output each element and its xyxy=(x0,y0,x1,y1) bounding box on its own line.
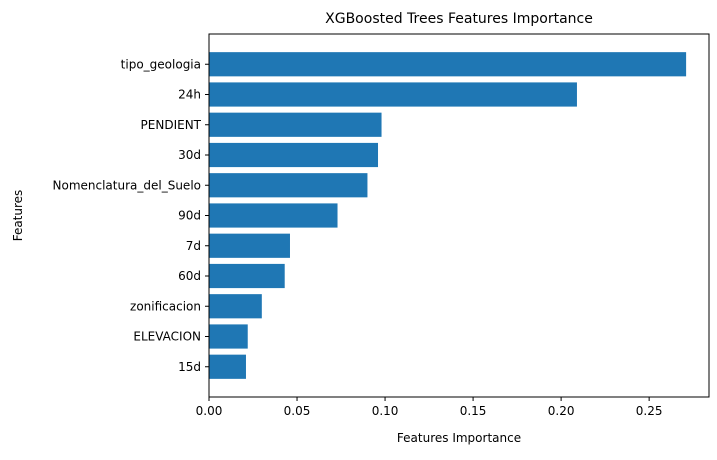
x-axis-ticks: 0.00 0.05 0.10 0.15 0.20 0.25 xyxy=(196,397,663,418)
y-tick-label: 90d xyxy=(178,209,201,223)
y-tick-label: Nomenclatura_del_Suelo xyxy=(53,178,202,192)
bar-90d xyxy=(209,203,338,228)
x-tick-label: 0.05 xyxy=(284,404,311,418)
x-tick-label: 0.15 xyxy=(460,404,487,418)
x-tick-label: 0.00 xyxy=(196,404,223,418)
bar-60d xyxy=(209,263,285,289)
y-tick-label: PENDIENT xyxy=(141,118,202,132)
bar-tipo_geologia xyxy=(209,52,687,77)
bar-zonificacion xyxy=(209,294,262,319)
bar-PENDIENT xyxy=(209,112,382,137)
x-axis-label: Features Importance xyxy=(397,431,521,445)
x-tick-label: 0.10 xyxy=(372,404,399,418)
bar-24h xyxy=(209,82,577,107)
bar-7d xyxy=(209,233,290,258)
y-tick-label: 30d xyxy=(178,148,201,162)
x-tick-label: 0.20 xyxy=(548,404,575,418)
bar-Nomenclatura_del_Suelo xyxy=(209,173,368,198)
plot-frame xyxy=(208,33,710,398)
y-tick-label: zonificacion xyxy=(130,299,201,313)
y-axis-label: Features xyxy=(11,190,25,242)
y-tick-label: 60d xyxy=(178,269,201,283)
x-tick-label: 0.25 xyxy=(636,404,663,418)
y-tick-label: ELEVACION xyxy=(133,330,201,344)
y-tick-label: 7d xyxy=(186,239,201,253)
bar-ELEVACION xyxy=(209,324,248,349)
y-axis-ticks: tipo_geologia 24h PENDIENT 30d Nomenclatura_… xyxy=(53,57,209,374)
bar-30d xyxy=(209,142,379,168)
bars-group xyxy=(209,52,687,379)
y-tick-label: tipo_geologia xyxy=(121,57,201,71)
y-tick-label: 15d xyxy=(178,360,201,374)
bar-15d xyxy=(209,354,246,379)
chart-title: XGBoosted Trees Features Importance xyxy=(325,11,593,27)
y-tick-label: 24h xyxy=(178,88,201,102)
